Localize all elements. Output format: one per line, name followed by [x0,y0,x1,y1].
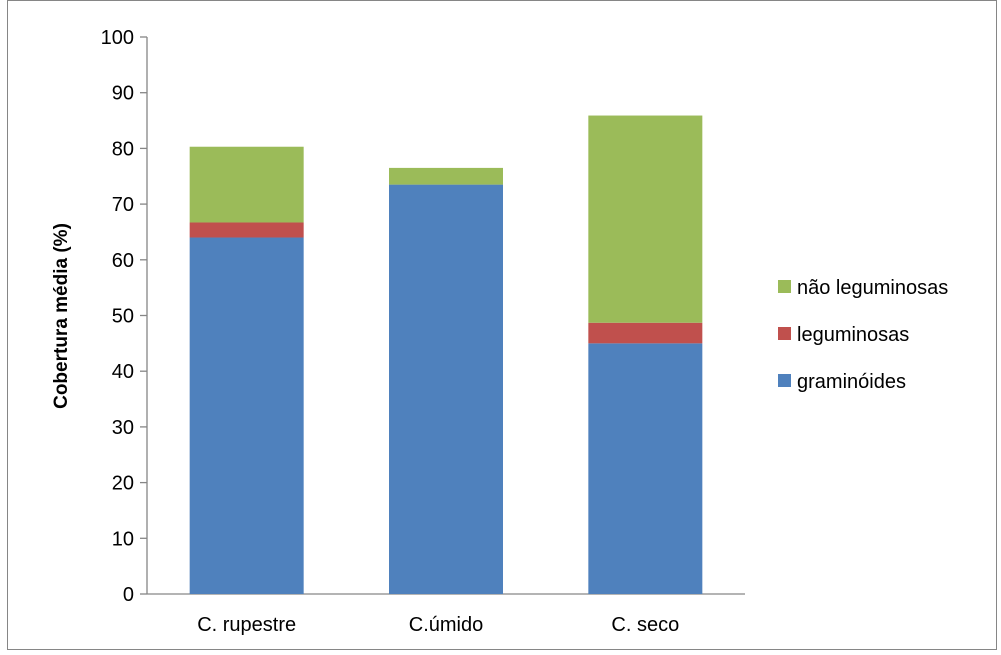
y-tick-label: 50 [112,306,134,328]
legend-label: graminóides [797,371,906,393]
y-tick-label: 90 [112,83,134,105]
legend-swatch [778,327,791,340]
bar-segment-graminóides [189,237,304,594]
y-axis-title: Cobertura média (%) [51,223,72,409]
bar-segment-não-leguminosas [588,115,703,323]
y-tick-label: 30 [112,417,134,439]
y-tick-label: 100 [101,27,134,49]
bar-segment-não-leguminosas [389,167,503,185]
legend-swatch [778,374,791,387]
y-tick-label: 10 [112,528,134,550]
y-tick-label: 40 [112,361,134,383]
y-tick-label: 80 [112,138,134,160]
bars [189,115,703,595]
x-tick-label: C. seco [611,614,679,636]
legend-label: não leguminosas [797,277,948,299]
bar-segment-graminóides [588,343,703,594]
bar-segment-graminóides [389,184,503,595]
bar-segment-leguminosas [588,322,703,344]
x-axis-labels: C. rupestre C.úmido C. seco [197,614,679,636]
y-tick-label: 60 [112,250,134,272]
x-tick-label: C.úmido [409,614,483,636]
bar-segment-não-leguminosas [189,146,304,223]
y-tick-label: 0 [123,584,134,606]
x-tick-label: C. rupestre [197,614,296,636]
y-tick-label: 70 [112,194,134,216]
legend-label: leguminosas [797,324,909,346]
legend: não leguminosas leguminosas graminóides [778,277,948,393]
y-tick-label: 20 [112,473,134,495]
legend-swatch [778,280,791,293]
bar-segment-leguminosas [189,222,304,238]
